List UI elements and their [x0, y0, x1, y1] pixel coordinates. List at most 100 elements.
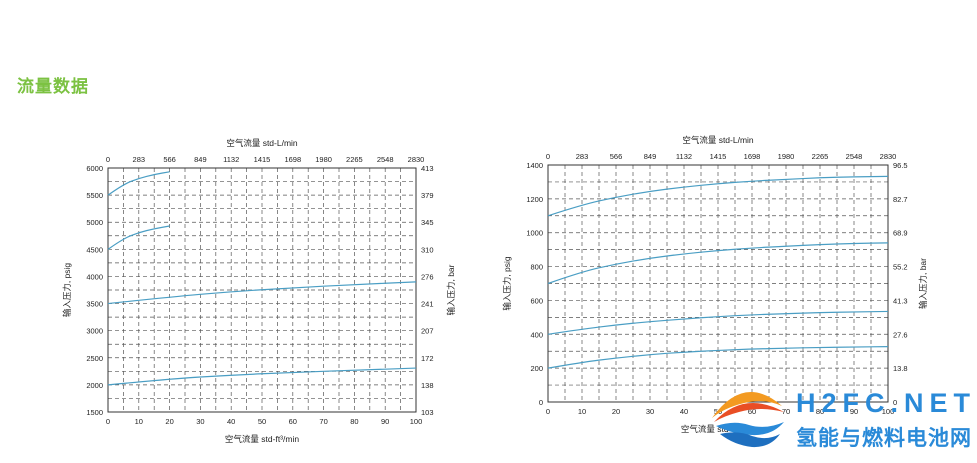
y-tick-label: 2000: [86, 381, 103, 390]
logo-title: H2FC.NET: [796, 388, 977, 418]
series-line-1: [107, 225, 170, 250]
x-tick-label: 20: [165, 417, 173, 426]
series-line-2: [107, 281, 417, 305]
x2-tick-label: 1698: [744, 152, 761, 161]
x2-tick-label: 1132: [676, 152, 692, 161]
x2-tick-label: 1698: [284, 155, 301, 164]
y2-tick-label: 27.6: [893, 330, 908, 339]
x2-tick-label: 566: [610, 152, 623, 161]
x-tick-label: 30: [646, 407, 654, 416]
x-tick-label: 90: [381, 417, 389, 426]
plot-frame: [107, 167, 417, 413]
y2-tick-label: 82.7: [893, 195, 908, 204]
x-tick-label: 50: [258, 417, 266, 426]
x2-tick-label: 1415: [710, 152, 727, 161]
y-tick-label: 0: [539, 398, 543, 407]
x-tick-label: 20: [612, 407, 620, 416]
series-line-3: [107, 367, 417, 386]
y-tick-label: 5000: [86, 218, 103, 227]
y2-tick-label: 172: [421, 354, 434, 363]
logo-flame-icon: [712, 392, 784, 448]
y2-tick-label: 13.8: [893, 364, 908, 373]
x-tick-label: 100: [410, 417, 423, 426]
y-tick-label: 3000: [86, 327, 103, 336]
y2-tick-label: 241: [421, 300, 434, 309]
y-tick-label: 600: [530, 296, 543, 305]
x-tick-label: 100: [882, 407, 895, 416]
x-tick-label: 0: [106, 417, 110, 426]
series-line-0: [547, 175, 889, 217]
y-tick-label: 3500: [86, 300, 103, 309]
y2-tick-label: 207: [421, 327, 434, 336]
y2-tick-label: 310: [421, 245, 434, 254]
x2-tick-label: 283: [576, 152, 589, 161]
x2-tick-label: 283: [133, 155, 146, 164]
x2-tick-label: 1980: [315, 155, 332, 164]
y2-tick-label: 103: [421, 408, 434, 417]
x2-tick-label: 1415: [254, 155, 271, 164]
x2-tick-label: 849: [194, 155, 207, 164]
y2-tick-label: 413: [421, 164, 434, 173]
x-tick-label: 60: [289, 417, 297, 426]
y2-tick-label: 276: [421, 272, 434, 281]
y2-axis-title: 输入压力, bar: [918, 258, 928, 309]
page-title: 流量数据: [17, 77, 89, 96]
y-tick-label: 1200: [526, 195, 543, 204]
x-tick-label: 80: [350, 417, 358, 426]
x-tick-label: 40: [227, 417, 235, 426]
y2-tick-label: 68.9: [893, 229, 908, 238]
y-tick-label: 6000: [86, 164, 103, 173]
x2-tick-label: 1980: [778, 152, 795, 161]
x-axis-title: 空气流量 std-ft³/min: [681, 424, 755, 434]
y2-tick-label: 55.2: [893, 263, 908, 272]
y2-tick-label: 96.5: [893, 161, 908, 170]
x2-tick-label: 2265: [346, 155, 363, 164]
logo-subtitle: 氢能与燃料电池网: [796, 427, 972, 450]
y-tick-label: 1400: [526, 161, 543, 170]
x-tick-label: 10: [578, 407, 586, 416]
x-tick-label: 40: [680, 407, 688, 416]
y2-tick-label: 138: [421, 381, 434, 390]
y2-tick-label: 0: [893, 398, 897, 407]
y-tick-label: 4500: [86, 245, 103, 254]
y-tick-label: 400: [530, 330, 543, 339]
y-tick-label: 200: [530, 364, 543, 373]
y2-tick-label: 41.3: [893, 296, 908, 305]
y-tick-label: 800: [530, 263, 543, 272]
series-line-3: [547, 346, 889, 369]
x-tick-label: 70: [319, 417, 327, 426]
top-axis-title: 空气流量 std-L/min: [682, 135, 754, 145]
x-tick-label: 90: [850, 407, 858, 416]
y-tick-label: 4000: [86, 272, 103, 281]
x-tick-label: 60: [748, 407, 756, 416]
x2-tick-label: 566: [163, 155, 176, 164]
y-tick-label: 1500: [86, 408, 103, 417]
series-line-0: [107, 171, 170, 196]
x2-tick-label: 2548: [377, 155, 394, 164]
top-axis-title: 空气流量 std-L/min: [226, 138, 298, 148]
y-tick-label: 2500: [86, 354, 103, 363]
x-tick-label: 0: [546, 407, 550, 416]
y-axis-title: 输入压力, psig: [62, 263, 72, 318]
y2-tick-label: 379: [421, 191, 434, 200]
x2-tick-label: 0: [106, 155, 110, 164]
series-line-2: [547, 310, 889, 335]
x-tick-label: 70: [782, 407, 790, 416]
x2-tick-label: 2830: [408, 155, 425, 164]
x2-tick-label: 2548: [846, 152, 863, 161]
x2-tick-label: 849: [644, 152, 657, 161]
y-tick-label: 5500: [86, 191, 103, 200]
y-tick-label: 1000: [526, 229, 543, 238]
y2-tick-label: 345: [421, 218, 434, 227]
y2-axis-title: 输入压力, bar: [446, 264, 456, 315]
x2-tick-label: 2265: [812, 152, 829, 161]
y-axis-title: 输入压力, psig: [502, 256, 512, 311]
x2-tick-label: 1132: [223, 155, 239, 164]
series-line-1: [547, 242, 889, 285]
x2-tick-label: 2830: [880, 152, 897, 161]
x2-tick-label: 0: [546, 152, 550, 161]
x-tick-label: 10: [135, 417, 143, 426]
x-tick-label: 30: [196, 417, 204, 426]
